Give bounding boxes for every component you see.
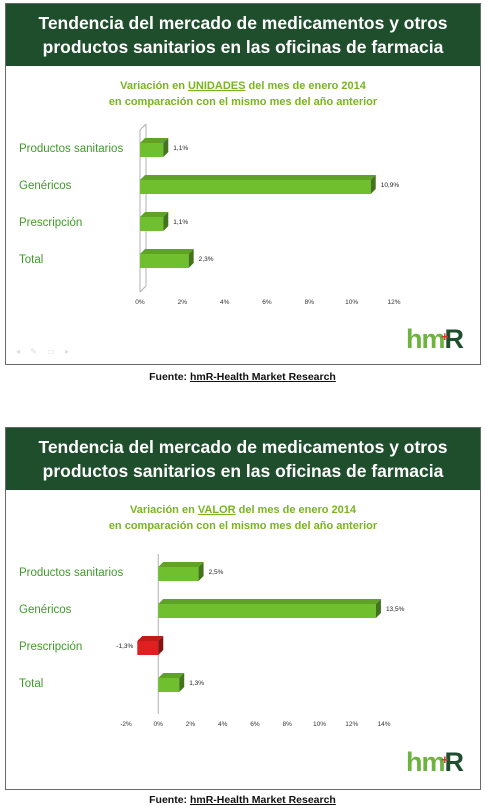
source-label: Fuente: bbox=[149, 371, 190, 383]
bar-top-face bbox=[140, 138, 169, 143]
bar bbox=[140, 217, 164, 231]
data-label: 10,9% bbox=[381, 182, 400, 189]
chart-panel-units: Tendencia del mercado de medicamentos y … bbox=[5, 3, 481, 365]
x-tick-label: -2% bbox=[120, 721, 132, 728]
bar bbox=[140, 254, 189, 268]
bar-chart-units: Productos sanitarios 1,1% Genéricos 10,9% Pr… bbox=[19, 123, 401, 306]
category-label: Genéricos bbox=[19, 604, 72, 616]
data-label: -1,3% bbox=[116, 643, 133, 650]
source-name: hmR-Health Market Research bbox=[189, 371, 336, 383]
bar bbox=[158, 567, 199, 581]
hmr-logo: hmR + bbox=[406, 324, 468, 354]
bar bbox=[137, 641, 159, 655]
banner-title-line2: productos sanitarios en las oficinas de … bbox=[42, 37, 444, 57]
bar-top-face bbox=[158, 673, 185, 678]
banner-title-line1: Tendencia del mercado de medicamentos y … bbox=[38, 437, 448, 457]
logo-r: R bbox=[444, 747, 464, 777]
bar-top-face bbox=[140, 212, 169, 217]
x-tick-label: 10% bbox=[345, 299, 358, 306]
logo-r: R bbox=[444, 324, 464, 354]
x-tick-label: 4% bbox=[218, 721, 228, 728]
logo-plus-icon: + bbox=[441, 752, 449, 767]
subtitle-suffix: del mes de enero 2014 bbox=[235, 504, 356, 516]
x-tick-label: 6% bbox=[250, 721, 260, 728]
source-caption: Fuente: hmR-Health Market Research bbox=[0, 371, 485, 383]
bar-top-face bbox=[158, 562, 204, 567]
x-tick-label: 8% bbox=[283, 721, 293, 728]
x-tick-label: 10% bbox=[313, 721, 326, 728]
chart-subtitle: Variación en UNIDADES del mes de enero 2… bbox=[6, 78, 480, 110]
axis-depth-line bbox=[139, 123, 147, 131]
subtitle-keyword: VALOR bbox=[197, 504, 236, 516]
panel-banner: Tendencia del mercado de medicamentos y … bbox=[6, 4, 480, 66]
bar-top-face bbox=[140, 249, 194, 254]
bar-side-face bbox=[198, 562, 204, 581]
bar-side-face bbox=[163, 212, 169, 231]
bar-top-face bbox=[137, 636, 164, 641]
logo-plus-icon: + bbox=[441, 329, 449, 344]
bar bbox=[140, 180, 371, 194]
subtitle-line2: en comparación con el mismo mes del año … bbox=[108, 520, 378, 532]
bar-side-face bbox=[179, 673, 185, 692]
x-tick-label: 6% bbox=[262, 299, 272, 306]
x-tick-label: 8% bbox=[305, 299, 315, 306]
bar-top-face bbox=[140, 175, 376, 180]
data-label: 1,1% bbox=[173, 145, 188, 152]
slide-control-icons: ◂ ✎ ▭ ▸ bbox=[16, 347, 73, 356]
bar-side-face bbox=[158, 636, 164, 655]
bar-side-face bbox=[188, 249, 194, 268]
bar-top-face bbox=[158, 599, 381, 604]
logo-hm: hm bbox=[406, 747, 445, 777]
subtitle-suffix: del mes de enero 2014 bbox=[245, 80, 366, 92]
x-tick-label: 0% bbox=[154, 721, 164, 728]
banner-title-line2: productos sanitarios en las oficinas de … bbox=[42, 461, 444, 481]
source-name: hmR-Health Market Research bbox=[189, 794, 336, 806]
panel-banner: Tendencia del mercado de medicamentos y … bbox=[6, 428, 480, 490]
hmr-logo: hmR + bbox=[406, 747, 468, 777]
bar bbox=[140, 143, 164, 157]
bar-chart-value: Productos sanitarios 2,5% Genéricos 13,5% Pr… bbox=[19, 554, 405, 728]
source-label: Fuente: bbox=[149, 794, 190, 806]
category-label: Total bbox=[19, 678, 43, 690]
subtitle-keyword: UNIDADES bbox=[187, 80, 246, 92]
data-label: 13,5% bbox=[386, 606, 405, 613]
x-tick-label: 14% bbox=[377, 721, 390, 728]
bar-side-face bbox=[375, 599, 381, 618]
logo-hm: hm bbox=[406, 324, 445, 354]
subtitle-line2: en comparación con el mismo mes del año … bbox=[108, 96, 378, 108]
x-tick-label: 2% bbox=[186, 721, 196, 728]
category-label: Prescripción bbox=[19, 641, 82, 653]
subtitle-prefix: Variación en bbox=[129, 504, 198, 516]
bar bbox=[158, 678, 180, 692]
bar bbox=[158, 604, 376, 618]
category-label: Productos sanitarios bbox=[19, 567, 123, 579]
axis-depth-line bbox=[139, 285, 147, 293]
x-tick-label: 12% bbox=[387, 299, 400, 306]
x-tick-label: 0% bbox=[135, 299, 145, 306]
category-label: Productos sanitarios bbox=[19, 143, 123, 155]
data-label: 2,5% bbox=[209, 569, 224, 576]
x-tick-label: 2% bbox=[178, 299, 188, 306]
source-caption: Fuente: hmR-Health Market Research bbox=[0, 794, 485, 806]
subtitle-prefix: Variación en bbox=[120, 80, 188, 92]
banner-title-line1: Tendencia del mercado de medicamentos y … bbox=[38, 13, 448, 33]
bar-side-face bbox=[370, 175, 376, 194]
x-tick-label: 4% bbox=[220, 299, 230, 306]
category-label: Genéricos bbox=[19, 180, 72, 192]
chart-subtitle: Variación en VALOR del mes de enero 2014… bbox=[6, 502, 480, 534]
data-label: 1,3% bbox=[189, 680, 204, 687]
data-label: 2,3% bbox=[199, 256, 214, 263]
chart-panel-value: Tendencia del mercado de medicamentos y … bbox=[5, 427, 481, 790]
data-label: 1,1% bbox=[173, 219, 188, 226]
category-label: Total bbox=[19, 254, 43, 266]
bar-side-face bbox=[163, 138, 169, 157]
category-label: Prescripción bbox=[19, 217, 82, 229]
x-tick-label: 12% bbox=[345, 721, 358, 728]
